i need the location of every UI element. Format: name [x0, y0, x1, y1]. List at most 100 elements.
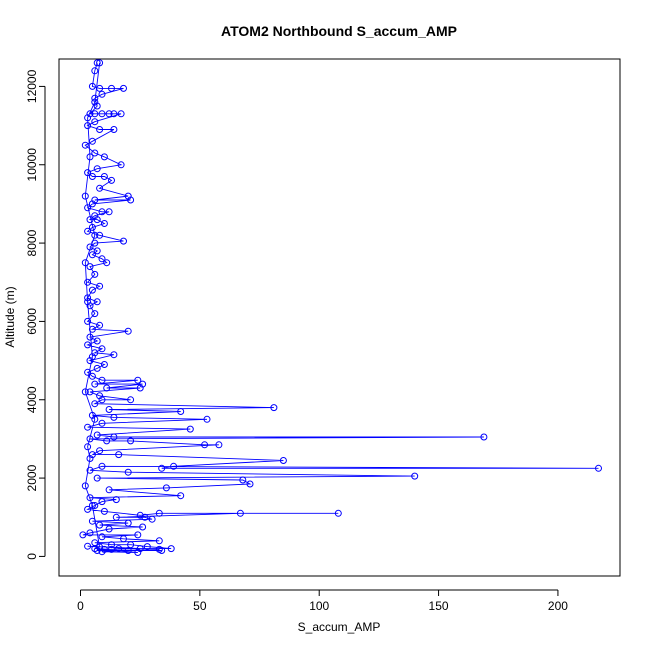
- data-point: [100, 173, 108, 180]
- data-point: [98, 419, 106, 427]
- data-point: [103, 437, 111, 445]
- y-axis: 0 2000 4000 6000 8000 10000 12000: [25, 69, 46, 560]
- data-point: [96, 231, 104, 239]
- data-point: [98, 110, 106, 118]
- data-point: [115, 451, 123, 459]
- data-point: [96, 543, 104, 551]
- data-point: [84, 423, 92, 431]
- data-point: [88, 325, 96, 333]
- data-point: [279, 457, 287, 464]
- data-point: [105, 525, 113, 533]
- data-point: [105, 110, 113, 118]
- data-point: [93, 216, 101, 224]
- plot-frame: [58, 58, 621, 577]
- data-point: [98, 208, 106, 216]
- x-tick-label: 50: [193, 599, 207, 613]
- data-point: [246, 480, 254, 488]
- data-point: [93, 364, 101, 372]
- data-point: [79, 531, 87, 539]
- data-point: [84, 542, 92, 550]
- data-point: [91, 94, 99, 102]
- data-point: [84, 114, 92, 122]
- data-point: [93, 474, 101, 482]
- data-point: [93, 165, 101, 173]
- data-point: [88, 353, 96, 361]
- data-point: [91, 67, 99, 75]
- data-point: [88, 251, 96, 259]
- data-point: [96, 184, 104, 192]
- data-point: [120, 237, 127, 245]
- data-point: [167, 545, 175, 553]
- data-point: [93, 337, 101, 345]
- data-point: [117, 161, 125, 169]
- data-point: [84, 169, 92, 177]
- data-point: [88, 173, 96, 180]
- data-point: [112, 513, 120, 521]
- data-point: [124, 547, 132, 554]
- data-point: [158, 464, 166, 472]
- data-point: [96, 126, 104, 133]
- data-point: [93, 247, 101, 255]
- data-point: [236, 509, 244, 517]
- data-point: [134, 549, 142, 556]
- data-point: [136, 384, 144, 392]
- data-point: [203, 415, 211, 423]
- data-point: [88, 137, 96, 145]
- data-point: [84, 341, 92, 349]
- y-axis-label: Altitude (m): [3, 286, 17, 347]
- data-point: [117, 110, 125, 118]
- data-point: [141, 513, 149, 521]
- data-point: [81, 482, 89, 490]
- x-tick-label: 150: [429, 599, 449, 613]
- data-point: [105, 208, 113, 216]
- data-point: [96, 84, 104, 92]
- y-tick-label: 0: [25, 553, 39, 560]
- data-point: [86, 494, 94, 502]
- data-point: [100, 361, 108, 368]
- data-point: [98, 376, 106, 384]
- data-point: [98, 462, 106, 470]
- data-point: [98, 345, 106, 353]
- data-point: [110, 351, 118, 359]
- data-point: [110, 413, 118, 421]
- data-point: [88, 200, 96, 208]
- data-point: [81, 259, 89, 267]
- data-point: [84, 317, 92, 325]
- x-axis: 0 50 100 150 200: [77, 589, 568, 613]
- series-lines: [82, 62, 599, 553]
- data-point: [86, 263, 94, 271]
- data-point: [201, 441, 209, 449]
- data-point: [91, 380, 99, 388]
- data-point: [155, 537, 163, 545]
- data-point: [96, 521, 104, 529]
- data-point: [88, 82, 96, 90]
- data-point: [177, 492, 185, 500]
- data-point: [110, 110, 118, 118]
- data-point: [112, 496, 120, 504]
- data-point: [91, 502, 99, 509]
- data-point: [103, 259, 111, 267]
- data-point: [100, 153, 108, 161]
- data-point: [115, 545, 123, 553]
- y-tick-label: 4000: [25, 386, 39, 413]
- y-tick-label: 12000: [25, 69, 39, 103]
- data-point: [411, 472, 419, 480]
- data-point: [96, 59, 104, 67]
- data-point: [177, 408, 185, 415]
- data-point: [88, 286, 96, 294]
- x-tick-label: 0: [77, 599, 84, 613]
- data-point: [91, 118, 99, 126]
- data-point: [91, 110, 99, 118]
- data-point: [103, 384, 111, 392]
- data-point: [100, 220, 108, 227]
- data-point: [88, 223, 96, 231]
- data-point: [84, 294, 92, 302]
- data-point: [88, 517, 96, 525]
- data-point: [215, 441, 223, 449]
- data-point: [136, 511, 144, 519]
- data-point: [110, 433, 118, 441]
- data-point: [88, 502, 96, 509]
- x-tick-label: 200: [548, 599, 568, 613]
- data-point: [84, 278, 92, 286]
